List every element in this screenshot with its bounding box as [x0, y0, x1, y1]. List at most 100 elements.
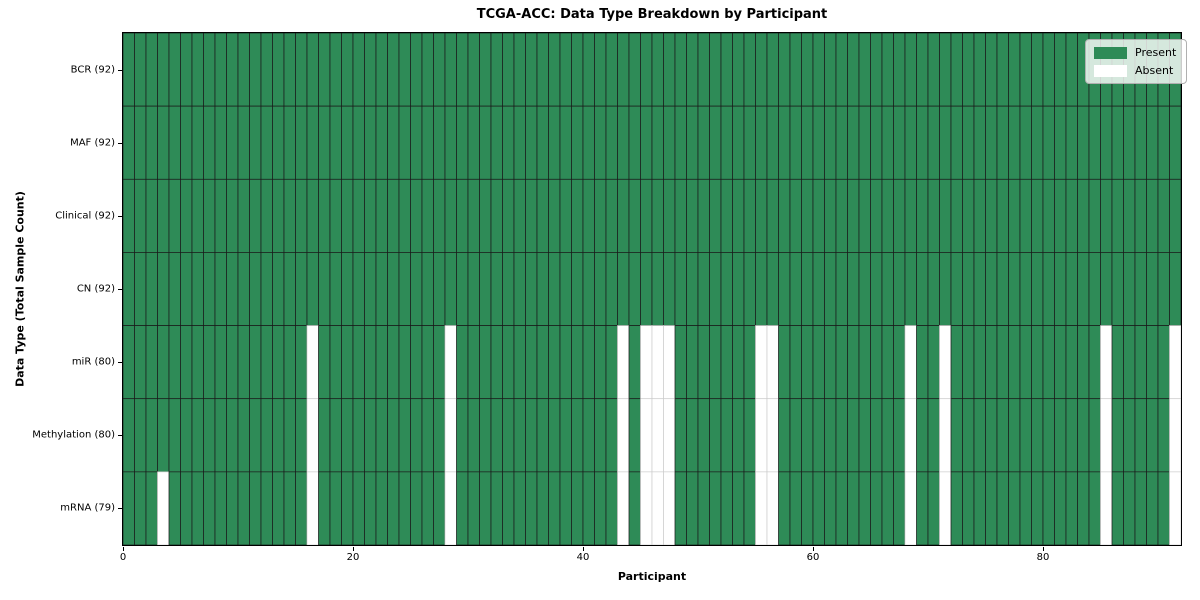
heatmap-cell: [191, 398, 204, 473]
y-tick-mark: [118, 142, 122, 144]
heatmap-cell: [858, 105, 871, 180]
heatmap-cell: [709, 398, 722, 473]
heatmap-cell: [950, 398, 963, 473]
heatmap-cell: [134, 105, 147, 180]
heatmap-cell: [375, 471, 388, 545]
heatmap-cell: [1065, 398, 1078, 473]
heatmap-cell: [1008, 105, 1021, 180]
y-axis-tick-labels: BCR (92) MAF (92) Clinical (92) CN (92) miR …: [0, 0, 115, 600]
legend-swatch-present-icon: [1094, 46, 1127, 59]
heatmap-cell: [513, 252, 526, 326]
heatmap-cell: [582, 252, 595, 326]
heatmap-cell: [1123, 105, 1136, 180]
heatmap-cell: [375, 252, 388, 326]
heatmap-cell: [674, 178, 687, 253]
heatmap-cell: [904, 178, 917, 253]
heatmap-cell: [249, 178, 262, 253]
heatmap-cell: [444, 105, 457, 180]
heatmap-cell: [1111, 252, 1124, 326]
heatmap-cell: [732, 398, 745, 473]
heatmap-cell: [778, 178, 791, 253]
heatmap-cell: [812, 325, 825, 400]
heatmap-cell: [352, 471, 365, 545]
heatmap-cell: [295, 325, 308, 400]
heatmap-cell: [421, 33, 434, 107]
heatmap-cell: [755, 105, 768, 180]
heatmap-cell: [490, 178, 503, 253]
heatmap-cell: [732, 178, 745, 253]
heatmap-cell: [1111, 325, 1124, 400]
heatmap-cell: [605, 105, 618, 180]
heatmap-cell: [674, 471, 687, 545]
heatmap-cell: [444, 178, 457, 253]
heatmap-cell: [1169, 178, 1181, 253]
heatmap-cell: [444, 252, 457, 326]
heatmap-cell: [387, 105, 400, 180]
heatmap-cell: [237, 105, 250, 180]
heatmap-cell: [847, 471, 860, 545]
heatmap-cell: [502, 105, 515, 180]
y-tick-mark: [118, 435, 122, 437]
heatmap-cell: [1031, 105, 1044, 180]
heatmap-cell: [732, 471, 745, 545]
heatmap-cell: [421, 398, 434, 473]
heatmap-cell: [628, 471, 641, 545]
heatmap-cell: [1008, 252, 1021, 326]
heatmap-cell: [1157, 398, 1170, 473]
heatmap-cell: [1031, 252, 1044, 326]
heatmap-cell: [835, 325, 848, 400]
heatmap-cell: [352, 252, 365, 326]
heatmap-cell: [628, 252, 641, 326]
heatmap-cell: [1008, 398, 1021, 473]
heatmap-cell: [686, 33, 699, 107]
heatmap-cell: [916, 178, 929, 253]
heatmap-cell: [260, 105, 273, 180]
heatmap-cell: [1042, 398, 1055, 473]
heatmap-cell: [640, 105, 653, 180]
heatmap-cell: [870, 178, 883, 253]
heatmap-cell: [916, 252, 929, 326]
heatmap-cell: [318, 178, 331, 253]
heatmap-cell: [973, 252, 986, 326]
heatmap-cell: [686, 398, 699, 473]
heatmap-cell: [1019, 105, 1032, 180]
heatmap-cell: [778, 33, 791, 107]
heatmap-cell: [709, 105, 722, 180]
heatmap-cell: [134, 33, 147, 107]
heatmap-cell: [1134, 252, 1147, 326]
heatmap-cell: [1111, 178, 1124, 253]
heatmap-cell: [789, 398, 802, 473]
heatmap-cell: [513, 105, 526, 180]
heatmap-cell: [582, 33, 595, 107]
heatmap-cell: [582, 178, 595, 253]
heatmap-cell: [1054, 178, 1067, 253]
heatmap-cell: [651, 33, 664, 107]
heatmap-cell: [594, 105, 607, 180]
heatmap-cell: [559, 398, 572, 473]
heatmap-cell: [709, 33, 722, 107]
heatmap-cell: [663, 33, 676, 107]
heatmap-cell: [203, 252, 216, 326]
heatmap-cell: [582, 398, 595, 473]
heatmap-cell: [306, 252, 319, 326]
heatmap-cell: [801, 33, 814, 107]
heatmap-cell: [996, 471, 1009, 545]
heatmap-cell: [962, 398, 975, 473]
heatmap-cell: [743, 105, 756, 180]
heatmap-cell: [214, 252, 227, 326]
heatmap-cell: [904, 398, 917, 473]
heatmap-cell: [870, 325, 883, 400]
y-tick-label: Clinical (92): [55, 210, 115, 222]
heatmap-cell: [732, 252, 745, 326]
heatmap-cell: [571, 105, 584, 180]
heatmap-cell: [168, 33, 181, 107]
heatmap-cell: [525, 252, 538, 326]
heatmap-cell: [145, 471, 158, 545]
heatmap-cell: [973, 471, 986, 545]
heatmap-cell: [1134, 178, 1147, 253]
heatmap-cell: [697, 325, 710, 400]
heatmap-cell: [180, 105, 193, 180]
heatmap-cell: [123, 471, 135, 545]
heatmap-cell: [352, 325, 365, 400]
